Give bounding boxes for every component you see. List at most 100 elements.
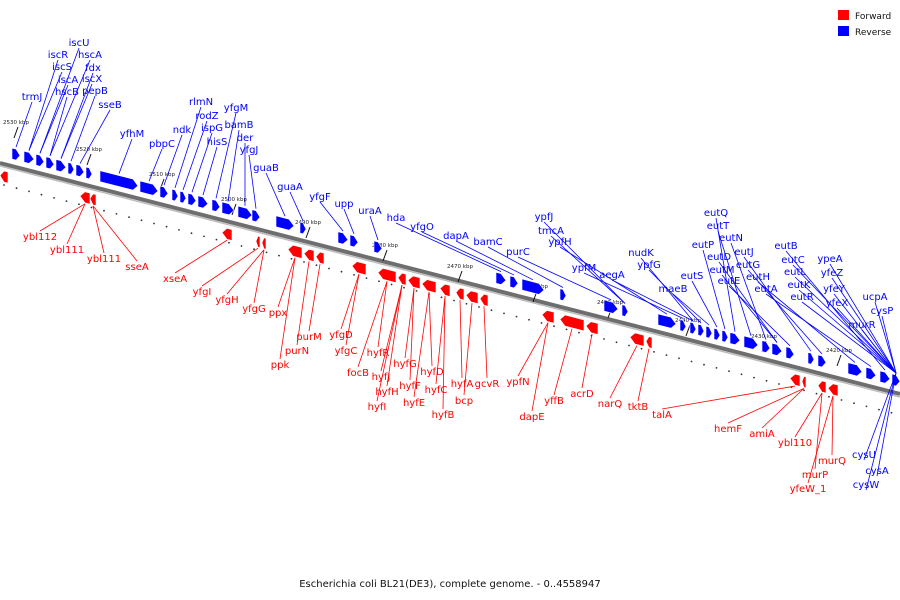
gene-label-reverse: eutH xyxy=(746,272,770,283)
gene-label-reverse: ypfJ xyxy=(535,212,554,223)
gene-label-reverse: eutM xyxy=(709,265,734,276)
gene-arrow xyxy=(495,271,507,285)
tick-label: 2420 kbp xyxy=(826,348,852,354)
gene-label-forward: bcp xyxy=(455,396,473,407)
gene-label-forward: hyfF xyxy=(399,381,421,392)
gene-glyphs xyxy=(0,147,900,397)
gene-arrow xyxy=(785,346,795,360)
tick-label: 2480 kbp xyxy=(372,243,398,249)
gene-label-reverse: hscB xyxy=(55,87,79,98)
gene-label-reverse: dapA xyxy=(443,231,469,242)
legend: Forward Reverse xyxy=(838,10,892,38)
gene-label-reverse: guaB xyxy=(253,163,279,174)
gene-label-reverse: eutK xyxy=(788,280,811,291)
gene-label-reverse: guaA xyxy=(277,182,303,193)
gene-label-forward: yfeW_1 xyxy=(790,484,827,495)
label-leaders xyxy=(15,47,897,491)
gene-arrow xyxy=(827,383,839,397)
gene-label-forward: dapE xyxy=(519,412,544,423)
gene-label-reverse: bamB xyxy=(224,120,253,131)
gene-label-forward: amiA xyxy=(749,429,775,440)
legend-label-forward: Forward xyxy=(855,12,891,22)
gene-label-reverse: fdx xyxy=(85,63,101,74)
gene-label-reverse: tmcA xyxy=(538,226,564,237)
gene-arrow xyxy=(337,231,349,245)
gene-arrow xyxy=(689,321,697,335)
gene-arrow xyxy=(865,366,877,380)
gene-arrow xyxy=(299,221,307,235)
gene-label-forward: talA xyxy=(652,410,672,421)
gene-label-reverse: iscR xyxy=(48,50,68,61)
gene-arrow xyxy=(729,332,741,346)
gene-arrow xyxy=(303,248,315,262)
gene-arrow xyxy=(211,199,221,212)
gene-arrow xyxy=(35,153,45,167)
gene-arrow xyxy=(847,362,863,377)
gene-arrow xyxy=(197,195,209,209)
gene-label-forward: ypfN xyxy=(506,377,529,388)
gene-arrow xyxy=(221,201,235,216)
gene-label-forward: murP xyxy=(802,470,828,481)
gene-arrow xyxy=(559,314,585,332)
gene-label-reverse: iscA xyxy=(58,75,78,86)
gene-label-reverse: iscU xyxy=(69,38,90,49)
gene-label-forward: purN xyxy=(285,346,309,357)
gene-label-reverse: iscS xyxy=(52,62,72,73)
gene-arrow xyxy=(99,170,139,191)
tick-label: 2470 kbp xyxy=(447,264,473,270)
gene-arrow xyxy=(697,323,705,337)
gene-arrow xyxy=(23,150,35,164)
gene-label-forward: ppx xyxy=(269,308,288,319)
gene-label-reverse: cysW xyxy=(853,480,880,491)
gene-label-reverse: ucpA xyxy=(862,292,887,303)
gene-label-reverse: ypfM xyxy=(572,263,596,274)
gene-arrow xyxy=(559,288,567,301)
gene-arrow xyxy=(801,376,807,389)
gene-label-forward: ybl112 xyxy=(23,232,57,243)
gene-arrow xyxy=(0,170,9,184)
gene-label-reverse: trmJ xyxy=(22,92,43,103)
gene-label-reverse: eutB xyxy=(774,241,797,252)
gene-arrow xyxy=(603,299,619,314)
gene-label-reverse: eutD xyxy=(707,252,731,263)
gene-label-reverse: eutE xyxy=(718,276,741,287)
gene-arrow xyxy=(261,237,267,250)
gene-label-reverse: eutC xyxy=(781,255,804,266)
gene-arrow xyxy=(397,272,407,286)
gene-label-forward: hyfE xyxy=(403,398,425,409)
gene-label-reverse: eutP xyxy=(692,240,714,251)
gene-arrow xyxy=(817,354,827,368)
gene-label-forward: yfgD xyxy=(329,330,353,341)
genome-backbone xyxy=(0,161,900,398)
gene-arrow xyxy=(315,251,325,265)
gene-label-reverse: yfeY xyxy=(823,284,846,295)
gene-label-reverse: yfgF xyxy=(309,192,331,203)
gene-arrow xyxy=(761,340,771,353)
gene-label-forward: acrD xyxy=(570,389,594,400)
gene-arrow xyxy=(287,244,303,259)
gene-arrow xyxy=(79,191,91,205)
gene-arrow xyxy=(521,278,545,295)
gene-arrow xyxy=(585,321,599,335)
gene-label-reverse: eutN xyxy=(719,233,743,244)
gene-label-forward: yfgI xyxy=(193,287,212,298)
gene-label-reverse: eutJ xyxy=(734,247,753,258)
gene-label-reverse: upp xyxy=(334,199,353,210)
gene-label-reverse: yfgO xyxy=(410,222,434,233)
gene-arrow xyxy=(679,319,687,332)
gene-label-forward: hyfJ xyxy=(372,372,391,383)
gene-arrow xyxy=(455,287,465,301)
gene-label-reverse: pbpC xyxy=(149,139,175,150)
gene-label-reverse: hda xyxy=(387,213,406,224)
gene-label-reverse: bamC xyxy=(473,237,502,248)
gene-arrow xyxy=(179,190,187,204)
gene-label-forward: ybl111 xyxy=(87,254,121,265)
gene-label-reverse: eutT xyxy=(707,221,730,232)
tick-label: 2500 kbp xyxy=(221,197,247,203)
gene-label-reverse: uraA xyxy=(358,206,382,217)
gene-arrow xyxy=(349,234,359,248)
gene-arrow xyxy=(541,310,555,324)
gene-label-forward: yfgC xyxy=(335,346,358,357)
